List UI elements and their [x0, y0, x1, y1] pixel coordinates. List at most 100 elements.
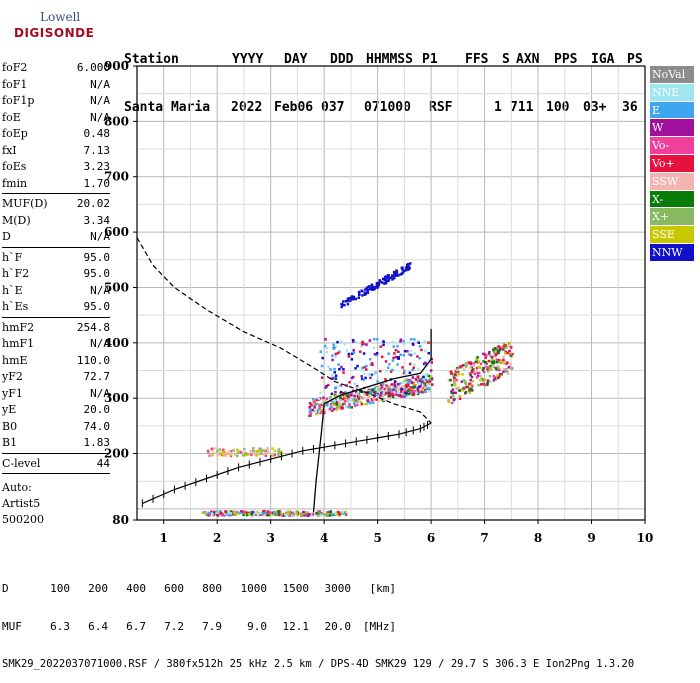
legend: NoVal NNE E W Vo- Vo+ SSW X- X+ SSE NNW: [650, 66, 694, 262]
data-point: [487, 359, 491, 363]
param-value: 1.83: [83, 436, 111, 449]
data-point: [369, 376, 372, 380]
data-point: [270, 454, 274, 457]
param-row-M(D): M(D) 3.34: [2, 213, 110, 230]
data-point: [211, 513, 214, 516]
data-point: [370, 283, 374, 286]
data-point: [381, 382, 385, 386]
data-point: [232, 449, 235, 452]
data-point: [277, 448, 281, 451]
data-point: [395, 381, 399, 385]
header-label-11: PS: [627, 52, 643, 67]
data-point: [403, 349, 407, 353]
data-point: [342, 393, 345, 397]
data-point: [375, 283, 379, 287]
data-point: [350, 358, 354, 361]
data-point: [354, 367, 357, 370]
data-point: [229, 454, 233, 458]
footer-muf-row: MUF 6.3 6.4 6.7 7.2 7.9 9.0 12.1 20.0 [MHz]: [2, 619, 634, 634]
x-tick-label-3: 3: [267, 531, 275, 545]
data-point: [492, 374, 496, 378]
data-point: [475, 366, 479, 370]
data-point: [373, 337, 376, 341]
data-point: [414, 377, 418, 381]
data-point: [412, 366, 415, 369]
chart-curves: [136, 237, 432, 513]
footer-muf-value-2: 6.7: [126, 619, 146, 633]
data-point: [383, 278, 387, 282]
data-point: [264, 454, 268, 457]
data-point: [415, 386, 418, 389]
data-point: [328, 514, 332, 517]
data-point: [407, 265, 411, 269]
data-point: [347, 395, 351, 399]
header: Station YYYY DAY DDD HHMMSS P1 FFS S AXN PPS IGA PS…: [124, 20, 643, 132]
data-point: [237, 510, 241, 514]
param-row-foF1: foF1 N/A: [2, 77, 110, 94]
legend-item-noval: NoVal: [650, 66, 694, 84]
data-point: [452, 382, 456, 385]
param-row-h`F: h`F 95.0: [2, 250, 110, 267]
data-point: [471, 369, 474, 372]
data-point: [489, 364, 492, 368]
data-point: [345, 384, 348, 387]
data-point: [420, 378, 423, 381]
data-point: [212, 451, 215, 454]
data-point: [414, 383, 417, 387]
y-tick-label-400: 400: [104, 336, 129, 350]
data-point: [387, 394, 390, 398]
data-point: [239, 511, 242, 515]
data-point: [404, 391, 408, 395]
data-point: [261, 512, 265, 515]
data-point: [460, 380, 464, 383]
data-point: [361, 368, 364, 372]
data-point: [350, 406, 354, 409]
footer-muf-value-7: 20.0: [324, 619, 352, 633]
data-point: [475, 357, 478, 361]
data-point: [476, 374, 480, 378]
data-point: [397, 387, 401, 391]
data-point: [366, 291, 369, 294]
data-point: [341, 510, 345, 514]
data-point: [425, 373, 428, 376]
data-point: [427, 374, 431, 378]
data-point: [349, 299, 352, 302]
data-point: [395, 270, 399, 273]
data-point: [416, 368, 420, 371]
data-point: [278, 513, 281, 517]
data-point: [368, 339, 372, 342]
data-point: [354, 401, 358, 405]
data-point: [252, 447, 255, 450]
data-point: [484, 356, 488, 359]
data-point: [254, 453, 257, 457]
param-name: hmF2: [2, 320, 35, 334]
param-value: N/A: [90, 337, 110, 350]
data-point: [328, 408, 332, 411]
data-point: [319, 408, 322, 412]
data-point: [418, 385, 421, 388]
data-point: [455, 378, 458, 382]
data-point: [452, 391, 456, 394]
data-point: [311, 398, 315, 401]
data-point: [324, 338, 327, 341]
data-point: [329, 510, 333, 514]
chart-data-points: [201, 262, 514, 517]
data-point: [336, 351, 340, 355]
data-point: [505, 346, 508, 349]
data-point: [271, 447, 274, 450]
data-point: [344, 395, 347, 398]
param-value: 74.0: [83, 419, 111, 433]
data-point: [502, 368, 506, 371]
cluster-f2-high-freq: [447, 341, 514, 405]
data-point: [313, 400, 316, 404]
data-point: [340, 340, 343, 343]
data-point: [385, 385, 389, 388]
data-point: [428, 380, 432, 383]
data-point: [370, 388, 373, 392]
data-point: [370, 373, 373, 377]
data-point: [468, 372, 472, 375]
data-point: [214, 447, 218, 450]
data-point: [482, 379, 485, 383]
header-label-4: HHMMSS: [366, 52, 413, 67]
data-point: [309, 414, 313, 417]
